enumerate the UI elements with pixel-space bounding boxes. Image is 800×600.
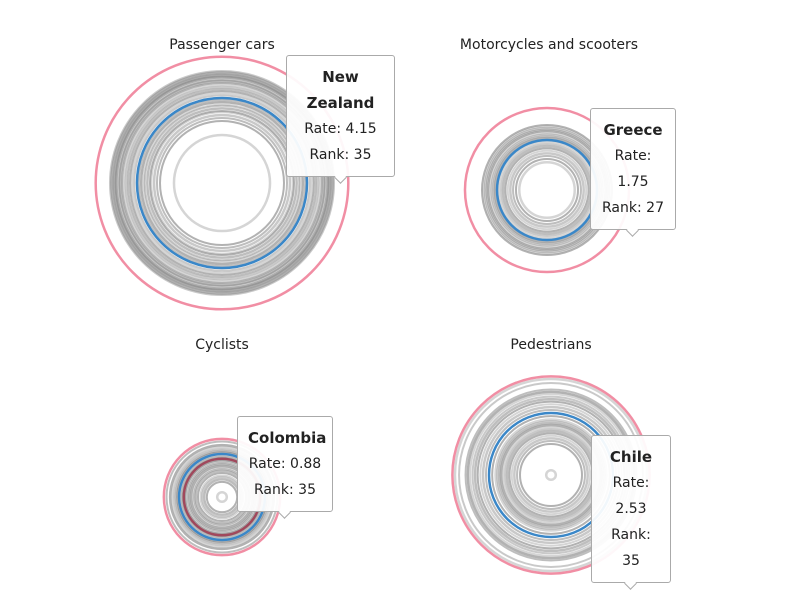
country-circle[interactable] xyxy=(504,428,598,522)
country-circle[interactable] xyxy=(159,120,285,246)
country-circle[interactable] xyxy=(142,103,302,263)
country-circle[interactable] xyxy=(509,152,585,228)
country-circle[interactable] xyxy=(513,437,589,513)
tooltip-rate: Rate: 1.75 xyxy=(614,148,652,190)
country-circle[interactable] xyxy=(137,98,307,268)
country-circle[interactable] xyxy=(122,83,322,283)
tooltip-rank: Rank: 27 xyxy=(602,200,664,216)
country-circle[interactable] xyxy=(508,432,594,518)
tooltip-rate: Rate: 2.53 xyxy=(612,475,650,517)
tooltip-motorcycles: Greece Rate: 1.75 Rank: 27 xyxy=(590,108,676,230)
tooltip-pedestrians: Chile Rate: 2.53 Rank: 35 xyxy=(591,435,671,583)
tooltip-rate: Rate: 0.88 xyxy=(248,456,322,472)
tooltip-rate: Rate: 4.15 xyxy=(304,121,377,137)
tooltip-rank: Rank: 35 xyxy=(309,147,372,163)
country-circle[interactable] xyxy=(155,116,289,250)
tooltip-cyclists: Colombia Rate: 0.88 Rank: 35 xyxy=(237,416,333,512)
country-circle[interactable] xyxy=(519,443,583,507)
country-circle[interactable] xyxy=(139,100,305,266)
country-circle[interactable] xyxy=(515,158,579,222)
tooltip-rank: Rank: 35 xyxy=(254,482,316,498)
country-circle[interactable] xyxy=(113,74,331,292)
country-circle[interactable] xyxy=(110,71,334,295)
tooltip-rank: Rank: 35 xyxy=(611,527,651,569)
country-circle[interactable] xyxy=(143,104,301,262)
country-circle[interactable] xyxy=(544,468,558,482)
country-circle[interactable] xyxy=(500,143,594,237)
country-circle[interactable] xyxy=(118,79,326,287)
highlighted-country-circle[interactable] xyxy=(94,55,350,311)
country-circle[interactable] xyxy=(126,87,318,279)
country-circle[interactable] xyxy=(129,90,315,276)
country-circle[interactable] xyxy=(148,109,296,257)
panel-title-passenger: Passenger cars xyxy=(169,37,275,53)
tooltip-country: Chile xyxy=(609,448,653,466)
country-circle[interactable] xyxy=(152,113,292,253)
country-circle[interactable] xyxy=(118,79,326,287)
country-circle[interactable] xyxy=(114,75,330,291)
country-circle[interactable] xyxy=(117,78,327,288)
country-circle[interactable] xyxy=(504,147,590,233)
country-circle[interactable] xyxy=(121,82,323,284)
country-circle[interactable] xyxy=(146,107,298,259)
tooltip-passenger: New Zealand Rate: 4.15 Rank: 35 xyxy=(286,55,395,177)
reference-country-circle[interactable] xyxy=(495,138,599,242)
country-circle[interactable] xyxy=(130,91,314,275)
country-circle[interactable] xyxy=(203,478,241,516)
reference-country-circle[interactable] xyxy=(135,96,309,270)
country-circle[interactable] xyxy=(201,476,243,518)
panel-title-cyclists: Cyclists xyxy=(195,337,249,353)
country-circle[interactable] xyxy=(133,94,311,272)
tooltip-country: Colombia xyxy=(248,429,327,447)
country-circle[interactable] xyxy=(205,480,239,514)
country-circle[interactable] xyxy=(499,423,603,527)
country-circle[interactable] xyxy=(516,440,586,510)
panel-title-pedestrians: Pedestrians xyxy=(510,337,592,353)
country-circle[interactable] xyxy=(506,149,588,231)
country-circle[interactable] xyxy=(150,111,294,255)
country-circle[interactable] xyxy=(111,72,333,294)
country-circle[interactable] xyxy=(518,161,576,219)
country-circle[interactable] xyxy=(124,85,320,281)
tooltip-country: Greece xyxy=(603,121,663,139)
country-circle[interactable] xyxy=(108,69,336,297)
country-circle[interactable] xyxy=(510,434,592,516)
country-circle[interactable] xyxy=(512,155,582,225)
country-circle[interactable] xyxy=(215,490,229,504)
country-circle[interactable] xyxy=(172,133,272,233)
panel-title-motorcycles: Motorcycles and scooters xyxy=(459,37,639,53)
tooltip-country: New Zealand xyxy=(306,68,375,112)
